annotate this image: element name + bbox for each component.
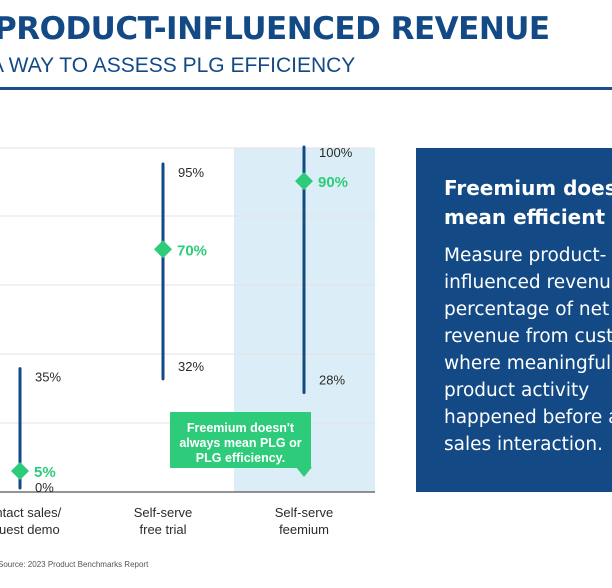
category-label-2-line-2: free trial	[140, 522, 187, 537]
callout-pointer	[296, 467, 312, 477]
category-label-1-line-2: request demo	[0, 522, 60, 537]
panel-body: Measure product- influenced revenue as a…	[444, 245, 612, 455]
source-note: Source: 2023 Product Benchmarks Report	[0, 560, 149, 569]
freemium-callout: Freemium doesn't always mean PLG or PLG …	[170, 412, 311, 468]
high-label-1: 35%	[35, 370, 61, 385]
mid-marker-3	[295, 172, 313, 191]
insight-panel: Freemium doesn't mean efficient Measure …	[416, 148, 612, 492]
mid-marker-2	[154, 240, 172, 259]
low-label-2: 32%	[178, 359, 204, 374]
mid-marker-1	[11, 461, 29, 480]
high-label-3: 100%	[319, 145, 353, 160]
high-label-2: 95%	[178, 165, 204, 180]
low-label-1: 0%	[35, 480, 54, 495]
mid-label-3: 90%	[318, 174, 348, 191]
page-subtitle: A WAY TO ASSESS PLG EFFICIENCY	[0, 54, 356, 77]
panel-title: Freemium doesn't mean efficient	[444, 176, 612, 229]
low-label-3: 28%	[319, 373, 345, 388]
title-divider	[0, 87, 612, 90]
category-label-3-line-1: Self-serve	[275, 505, 334, 520]
mid-label-2: 70%	[177, 242, 207, 259]
page-title: PRODUCT-INFLUENCED REVENUE	[0, 11, 550, 47]
mid-label-1: 5%	[34, 464, 56, 481]
category-label-1-line-1: Contact sales/	[0, 505, 62, 520]
category-label-3-line-2: feemium	[279, 522, 329, 537]
category-label-2-line-1: Self-serve	[134, 505, 193, 520]
